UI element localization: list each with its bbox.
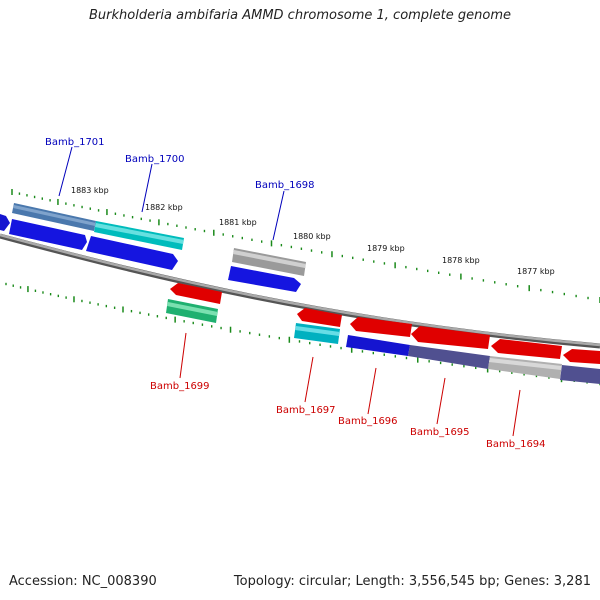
forward-inner-features [0,214,301,292]
scale-label: 1881 kbp [219,218,257,227]
tick-rings [5,189,600,386]
gene-feature [170,283,222,304]
connector-line [304,356,314,403]
scale-labels: 1883 kbp 1882 kbp 1881 kbp 1880 kbp 1879… [71,186,555,276]
connector-line [272,190,285,241]
gene-feature [489,358,562,370]
gene-feature [95,223,184,244]
scale-label: 1882 kbp [145,203,183,212]
genome-summary: Topology: circular; Length: 3,556,545 bp… [233,574,591,589]
gene-label[interactable]: Bamb_1694 [486,439,546,450]
label-connectors [58,146,521,437]
gene-feature [491,339,562,359]
gene-labels: Bamb_1701 Bamb_1700 Bamb_1698 Bamb_1699 … [45,137,546,450]
gene-label[interactable]: Bamb_1698 [255,180,315,191]
scale-label: 1879 kbp [367,244,405,253]
accession-label: Accession: NC_008390 [9,574,157,589]
gene-label[interactable]: Bamb_1699 [150,381,210,392]
connector-line [58,146,73,197]
connector-line [367,367,377,415]
scale-label: 1880 kbp [293,232,331,241]
scale-label: 1877 kbp [517,267,555,276]
gene-label[interactable]: Bamb_1695 [410,427,470,438]
reverse-features [166,283,600,384]
scale-label: 1878 kbp [442,256,480,265]
gene-feature [408,345,490,369]
gene-feature [228,266,301,292]
gene-feature [86,236,178,270]
gene-feature [350,317,412,337]
gene-feature [167,302,218,316]
backbone [0,233,600,347]
gene-feature [9,219,87,250]
connector-line [179,332,187,379]
gene-label[interactable]: Bamb_1700 [125,154,185,165]
map-title: Burkholderia ambifaria AMMD chromosome 1… [88,8,512,23]
gene-feature [0,214,10,231]
gene-label[interactable]: Bamb_1697 [276,405,336,416]
gene-feature [560,365,600,384]
gene-feature [563,349,600,364]
gene-feature [295,326,340,336]
connector-line [141,163,153,213]
gene-feature [233,250,306,268]
gene-label[interactable]: Bamb_1696 [338,416,398,427]
gene-feature [13,205,96,226]
gene-feature [411,326,490,349]
gene-feature [297,308,342,327]
gene-label[interactable]: Bamb_1701 [45,137,105,148]
gene-feature [346,335,410,356]
connector-line [512,389,521,437]
connector-line [436,377,446,425]
forward-outer-features [12,203,306,276]
scale-label: 1883 kbp [71,186,109,195]
